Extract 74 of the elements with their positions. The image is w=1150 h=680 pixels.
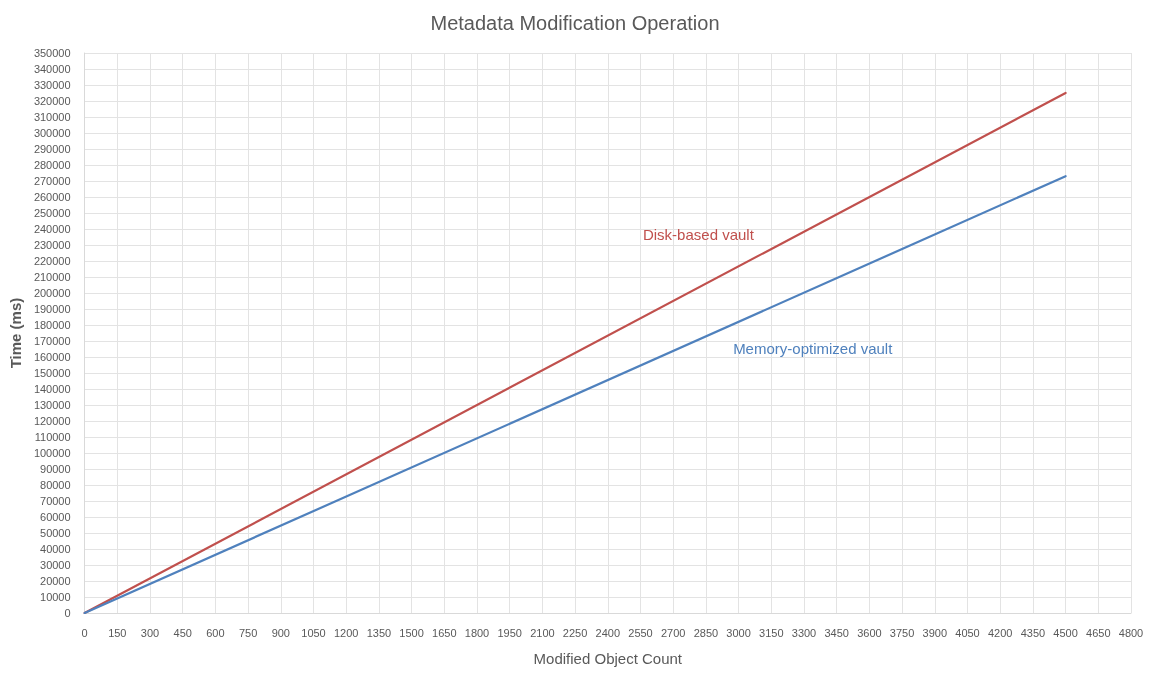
x-tick-label: 4350 (1020, 626, 1046, 639)
y-tick-label: 130000 (33, 399, 71, 411)
x-tick-label: 3900 (922, 626, 948, 639)
y-tick-label: 210000 (33, 271, 71, 283)
y-tick-label: 100000 (33, 447, 71, 459)
x-tick-label: 1350 (366, 626, 392, 639)
y-tick-label: 60000 (40, 511, 71, 523)
y-tick-label: 40000 (40, 543, 71, 555)
y-tick-label: 260000 (33, 191, 71, 203)
x-tick-label: 3750 (889, 626, 915, 639)
y-tick-label: 350000 (33, 47, 71, 59)
x-tick-label: 1800 (464, 626, 490, 639)
y-tick-label: 220000 (33, 255, 71, 267)
x-tick-label: 2550 (628, 626, 653, 639)
y-tick-label: 30000 (40, 559, 71, 571)
chart-title: Metadata Modification Operation (430, 12, 720, 34)
x-tick-label: 3150 (759, 626, 784, 639)
x-tick-label: 1500 (399, 626, 424, 639)
y-tick-label: 90000 (40, 463, 71, 475)
y-tick-label: 190000 (33, 303, 71, 315)
y-tick-label: 10000 (40, 591, 71, 603)
y-tick-label: 330000 (33, 79, 71, 91)
y-tick-label: 20000 (40, 575, 71, 587)
y-tick-label: 150000 (33, 367, 71, 379)
y-tick-label: 120000 (33, 415, 71, 427)
x-tick-label: 2700 (660, 626, 686, 639)
y-tick-label: 70000 (40, 495, 71, 507)
x-tick-label: 1650 (432, 626, 457, 639)
x-tick-label: 300 (140, 626, 160, 639)
y-tick-label: 230000 (33, 239, 71, 251)
x-tick-label: 600 (206, 626, 225, 639)
x-tick-label: 3300 (791, 626, 817, 639)
x-tick-label: 750 (238, 626, 258, 639)
y-tick-label: 240000 (33, 223, 71, 235)
y-tick-label: 250000 (33, 207, 71, 219)
x-tick-label: 2850 (693, 626, 719, 639)
x-tick-label: 3600 (857, 626, 882, 639)
y-tick-label: 200000 (33, 287, 71, 299)
x-axis-title: Modified Object Count (533, 650, 683, 667)
x-tick-label: 2400 (595, 626, 621, 639)
x-tick-label: 4650 (1086, 626, 1111, 639)
x-tick-label: 450 (173, 626, 192, 639)
y-tick-label: 170000 (33, 335, 71, 347)
y-axis-title: Time (ms) (7, 297, 24, 369)
x-tick-label: 2250 (562, 626, 588, 639)
x-tick-label: 3450 (824, 626, 849, 639)
y-tick-label: 50000 (40, 527, 71, 539)
y-tick-label: 160000 (33, 351, 71, 363)
x-tick-label: 900 (271, 626, 290, 639)
x-tick-label: 1050 (301, 626, 326, 639)
y-tick-label: 110000 (34, 431, 71, 443)
y-tick-label: 270000 (33, 175, 71, 187)
y-tick-label: 0 (64, 607, 71, 619)
x-tick-label: 4200 (987, 626, 1013, 639)
x-tick-label: 150 (108, 626, 127, 639)
x-tick-label: 1950 (497, 626, 522, 639)
x-tick-label: 0 (81, 626, 88, 639)
x-tick-label: 4050 (955, 626, 980, 639)
x-tick-label: 4500 (1053, 626, 1078, 639)
x-tick-label: 4800 (1118, 626, 1144, 639)
series-label: Disk-based vault (642, 225, 755, 243)
y-tick-label: 310000 (33, 111, 71, 123)
y-tick-label: 140000 (33, 383, 71, 395)
x-tick-label: 3000 (726, 626, 751, 639)
series-label: Memory-optimized vault (733, 340, 894, 358)
y-tick-label: 290000 (33, 143, 71, 155)
x-tick-label: 1200 (333, 626, 359, 639)
y-tick-label: 340000 (33, 63, 71, 75)
y-tick-label: 180000 (33, 319, 71, 331)
y-tick-label: 80000 (40, 479, 71, 491)
x-tick-label: 2100 (530, 626, 555, 639)
y-tick-label: 280000 (33, 159, 71, 171)
y-tick-label: 300000 (33, 127, 71, 139)
y-tick-label: 320000 (33, 95, 71, 107)
